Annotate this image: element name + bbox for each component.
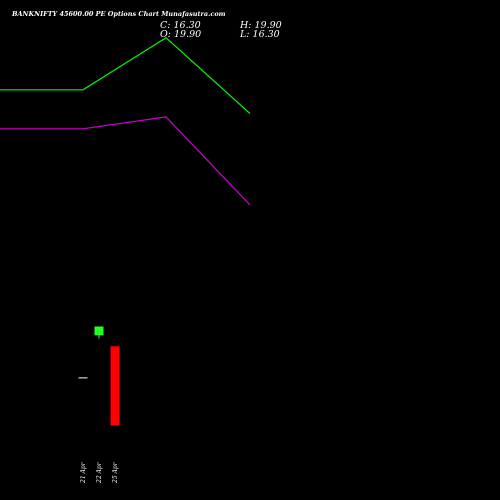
open-value-label: O: 19.90 [160, 29, 202, 40]
chart-title: BANKNIFTY 45600.00 PE Options Chart Muna… [12, 10, 226, 18]
overlay-line-2 [0, 116, 251, 206]
candle-body [94, 326, 104, 336]
high-value-label: H: 19.90 [240, 20, 282, 31]
close-value-label: C: 16.30 [160, 20, 201, 31]
x-tick-label: 22 Apr [96, 461, 103, 484]
low-value-label: L: 16.30 [240, 29, 280, 40]
candle-22-apr [94, 326, 104, 339]
candle-21-apr [78, 377, 88, 379]
x-tick-label: 21 Apr [80, 461, 87, 484]
x-tick-label: 25 Apr [112, 461, 119, 484]
overlay-line-1 [0, 36, 251, 115]
candle-25-apr [110, 346, 120, 426]
candle-body [78, 377, 88, 379]
candle-body [110, 346, 120, 426]
